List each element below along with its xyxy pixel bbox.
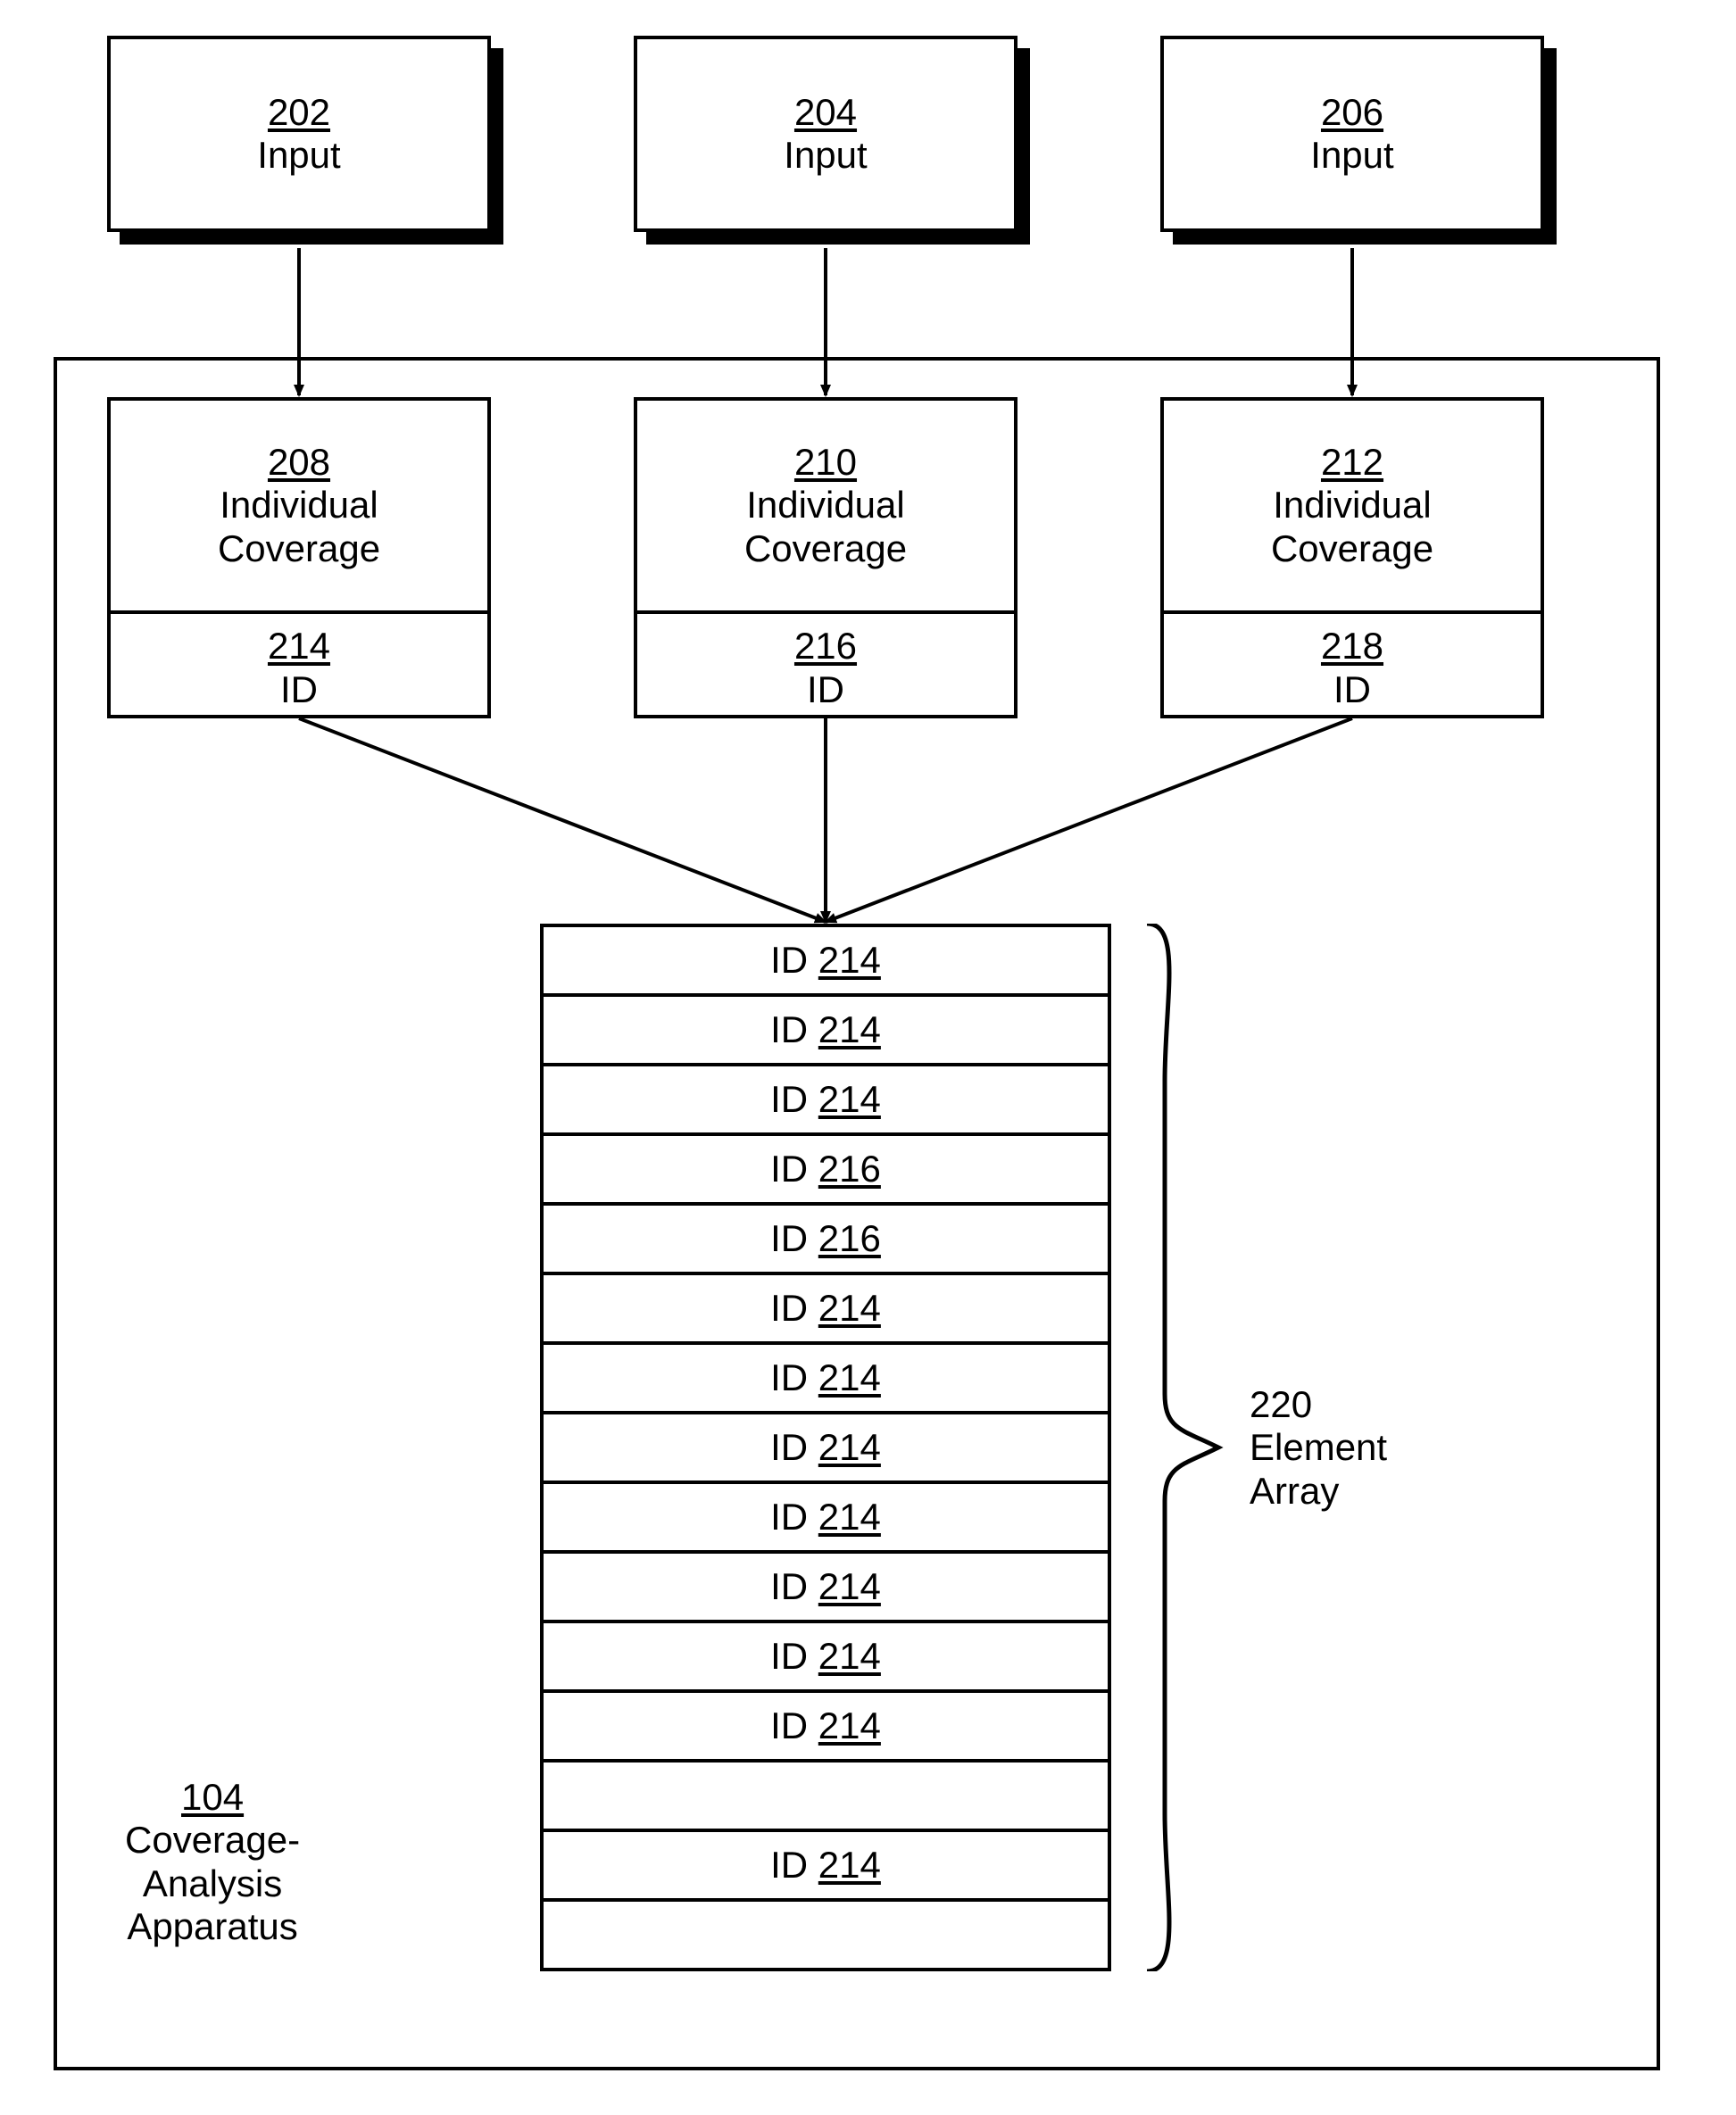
- array-row: ID 214: [544, 1623, 1108, 1693]
- ref-number: 104: [181, 1776, 244, 1818]
- coverage-top: 210IndividualCoverage: [637, 401, 1014, 610]
- array-row: ID 214: [544, 927, 1108, 997]
- array-row: ID 214: [544, 997, 1108, 1066]
- coverage-analysis-diagram: 104Coverage-AnalysisApparatus202Input204…: [0, 0, 1736, 2115]
- array-row-text: ID 214: [770, 1496, 881, 1539]
- ref-number: 212: [1321, 441, 1383, 483]
- array-row: ID 214: [544, 1832, 1108, 1902]
- ref-number: 214: [818, 1704, 881, 1746]
- ref-number: 214: [818, 939, 881, 981]
- coverage-label-2: Coverage: [218, 527, 380, 570]
- array-row-text: ID 214: [770, 1287, 881, 1330]
- ref-number: 214: [268, 625, 330, 667]
- coverage-id-label: ID: [1333, 668, 1371, 711]
- ref-number: 216: [818, 1148, 881, 1190]
- ref-number: 214: [818, 1356, 881, 1398]
- ref-number: 214: [818, 1287, 881, 1329]
- coverage-box-212: 212IndividualCoverage 218ID: [1160, 397, 1544, 718]
- array-row-text: ID 214: [770, 1356, 881, 1399]
- element-array-label: 220ElementArray: [1250, 1383, 1387, 1513]
- coverage-id-label: ID: [280, 668, 318, 711]
- input-box-206: 206Input: [1160, 36, 1544, 232]
- coverage-id-label: ID: [807, 668, 844, 711]
- container-label-line1: Coverage-: [125, 1819, 300, 1862]
- ref-number: 214: [818, 1496, 881, 1538]
- ref-number: 216: [818, 1217, 881, 1259]
- ref-number: 214: [818, 1426, 881, 1468]
- array-row-text: ID 214: [770, 1635, 881, 1678]
- container-label-line3: Apparatus: [125, 1905, 300, 1948]
- input-box-204: 204Input: [634, 36, 1018, 232]
- ref-number: 216: [794, 625, 857, 667]
- container-label-line2: Analysis: [125, 1862, 300, 1905]
- array-row-text: ID 214: [770, 1078, 881, 1121]
- element-array: ID 214 ID 214 ID 214 ID 216 ID 216 ID 214 ID 2…: [540, 924, 1111, 1971]
- array-row: ID 214: [544, 1066, 1108, 1136]
- ref-number: 208: [268, 441, 330, 483]
- array-row: ID 214: [544, 1554, 1108, 1623]
- coverage-label-2: Coverage: [744, 527, 907, 570]
- ref-number: 202: [268, 91, 330, 133]
- coverage-box-210: 210IndividualCoverage 216ID: [634, 397, 1018, 718]
- ref-number: 210: [794, 441, 857, 483]
- input-label: Input: [257, 134, 340, 177]
- input-label: Input: [1310, 134, 1393, 177]
- ref-number: 214: [818, 1844, 881, 1886]
- array-row: [544, 1902, 1108, 1971]
- coverage-box-208: 208IndividualCoverage 214ID: [107, 397, 491, 718]
- array-label-1: Element: [1250, 1426, 1387, 1469]
- array-row-text: ID 216: [770, 1148, 881, 1190]
- coverage-label-2: Coverage: [1271, 527, 1433, 570]
- ref-number: 214: [818, 1565, 881, 1607]
- array-row-text: ID 214: [770, 939, 881, 982]
- array-ref: 220: [1250, 1383, 1387, 1426]
- array-row-text: ID 214: [770, 1704, 881, 1747]
- array-row: ID 214: [544, 1414, 1108, 1484]
- array-row-text: ID 216: [770, 1217, 881, 1260]
- ref-number: 214: [818, 1635, 881, 1677]
- array-row-text: ID 214: [770, 1426, 881, 1469]
- array-row-text: ID 214: [770, 1844, 881, 1887]
- ref-number: 218: [1321, 625, 1383, 667]
- coverage-label-1: Individual: [220, 484, 378, 527]
- array-row: ID 216: [544, 1206, 1108, 1275]
- ref-number: 214: [818, 1078, 881, 1120]
- array-row-text: ID 214: [770, 1565, 881, 1608]
- ref-number: 204: [794, 91, 857, 133]
- array-row-text: ID 214: [770, 1008, 881, 1051]
- array-label-2: Array: [1250, 1470, 1387, 1513]
- array-row: ID 216: [544, 1136, 1108, 1206]
- input-box-202: 202Input: [107, 36, 491, 232]
- array-row: ID 214: [544, 1693, 1108, 1762]
- brace-icon: [1138, 924, 1227, 1971]
- coverage-id-216: 216ID: [637, 610, 1014, 722]
- container-label: 104Coverage-AnalysisApparatus: [125, 1776, 300, 1948]
- array-row: ID 214: [544, 1484, 1108, 1554]
- ref-number: 214: [818, 1008, 881, 1050]
- coverage-id-218: 218ID: [1164, 610, 1541, 722]
- coverage-id-214: 214ID: [111, 610, 487, 722]
- array-row: ID 214: [544, 1275, 1108, 1345]
- ref-number: 206: [1321, 91, 1383, 133]
- coverage-top: 208IndividualCoverage: [111, 401, 487, 610]
- input-label: Input: [784, 134, 867, 177]
- array-row: ID 214: [544, 1345, 1108, 1414]
- array-row: [544, 1762, 1108, 1832]
- coverage-label-1: Individual: [746, 484, 904, 527]
- coverage-top: 212IndividualCoverage: [1164, 401, 1541, 610]
- coverage-label-1: Individual: [1273, 484, 1431, 527]
